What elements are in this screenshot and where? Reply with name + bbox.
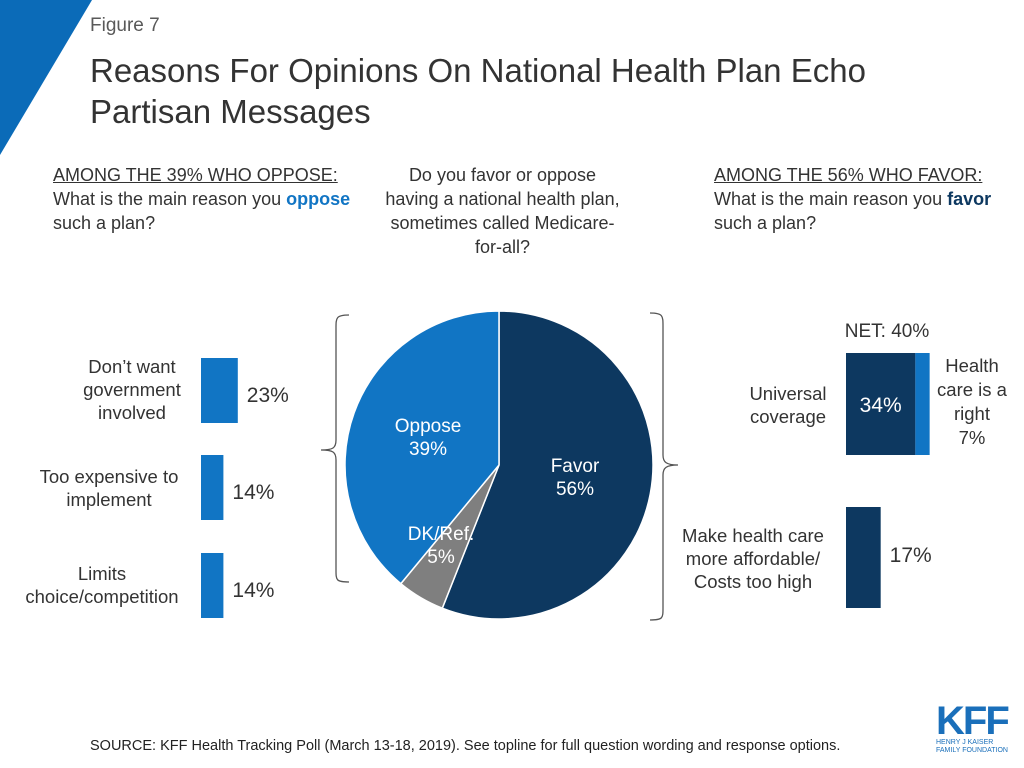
favor-bar-2 (846, 507, 881, 608)
favor-bar-2-category-line-3: Costs too high (694, 571, 812, 592)
oppose-bar-category-3-line-2: choice/competition (25, 586, 178, 607)
right-question-text-after: such a plan? (714, 213, 817, 233)
right-question-text-before: What is the main reason you (714, 189, 948, 209)
oppose-bar-value-1: 23% (247, 384, 289, 407)
pie-slice-oppose (344, 310, 500, 585)
oppose-bar-category-1-line-3: involved (98, 402, 166, 423)
left-question-emphasis: oppose (286, 189, 351, 209)
figure-label: Figure 7 (90, 15, 160, 36)
left-question: AMONG THE 39% WHO OPPOSE: What is the ma… (53, 163, 383, 235)
pie-label-dk-ref: DK/Ref. (408, 524, 475, 545)
corner-accent (0, 0, 92, 155)
logo-mark: KFF (936, 699, 1010, 743)
favor-bar-1-category-line-2: coverage (750, 406, 826, 427)
pie-label-oppose: Oppose (395, 416, 462, 437)
pie-value-dk-ref: 5% (427, 547, 455, 568)
oppose-bar-category-2-line-1: Too expensive to (40, 466, 179, 487)
logo-line1: HENRY J KAISER (936, 739, 994, 746)
center-question: Do you favor or oppose having a national… (385, 165, 620, 257)
oppose-bar-category-3-line-1: Limits (78, 563, 126, 584)
oppose-bar-value-3: 14% (232, 579, 274, 602)
oppose-bar-1 (201, 358, 238, 423)
favor-bar-2-value: 17% (890, 544, 932, 567)
favor-bar-1-segment-2-label-line-1: Health (945, 355, 998, 376)
favor-bar-1-value-1: 34% (860, 394, 902, 417)
favor-bar-2-category-line-1: Make health care (682, 525, 824, 546)
right-question-emphasis: favor (947, 189, 992, 209)
favor-bar-1-segment-1 (846, 353, 916, 455)
pie-value-oppose: 39% (409, 439, 447, 460)
pie-value-favor: 56% (556, 479, 594, 500)
logo-line2: FAMILY FOUNDATION (936, 747, 1008, 754)
right-bracket (649, 312, 679, 621)
favor-net-label: NET: 40% (845, 321, 930, 342)
favor-bar-1-category-line-1: Universal (749, 383, 826, 404)
left-question-text-after: such a plan? (53, 213, 156, 233)
oppose-bar-3 (201, 553, 224, 618)
pie-slice-favor (441, 310, 654, 620)
oppose-bar-category-1-line-2: government (83, 379, 181, 400)
favor-bar-1-segment-2 (915, 353, 930, 455)
left-question-text-before: What is the main reason you (53, 189, 287, 209)
oppose-bar-value-2: 14% (232, 481, 274, 504)
source-footer: SOURCE: KFF Health Tracking Poll (March … (90, 738, 841, 754)
oppose-bar-category-2-line-2: implement (66, 489, 151, 510)
left-bracket (320, 314, 350, 583)
pie-label-favor: Favor (551, 456, 600, 477)
left-question-underlined: AMONG THE 39% WHO OPPOSE: (53, 165, 338, 185)
favor-bar-1-segment-2-label-line-2: care is a (937, 379, 1008, 400)
right-question-underlined: AMONG THE 56% WHO FAVOR: (714, 165, 983, 185)
oppose-bar-2 (201, 455, 224, 520)
favor-bar-2-category-line-2: more affordable/ (686, 548, 821, 569)
page-title: Reasons For Opinions On National Health … (90, 52, 866, 130)
kff-logo: KFF HENRY J KAISER FAMILY FOUNDATION (936, 699, 1014, 755)
favor-bar-1-segment-2-label-line-3: right (954, 403, 990, 424)
favor-bar-1-value-2: 7% (959, 427, 986, 448)
oppose-bar-category-1-line-1: Don’t want (88, 356, 175, 377)
right-question: AMONG THE 56% WHO FAVOR: What is the mai… (714, 163, 1014, 235)
